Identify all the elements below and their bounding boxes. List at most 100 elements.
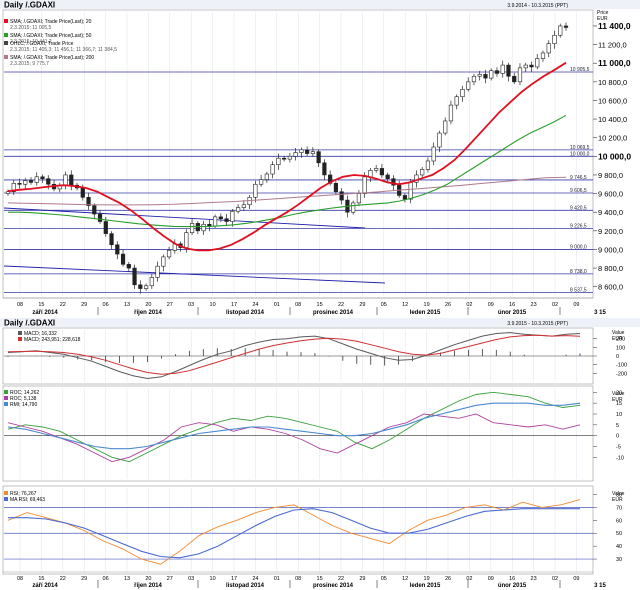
x-month-label: říjen 2014 xyxy=(134,310,162,316)
legend-ohlc-value: 2.3.2015; 11 405,3; 11 456,1; 11 366,7; … xyxy=(10,47,117,53)
level-label: 10 000,0 xyxy=(570,151,590,157)
x-tick-label: 19 xyxy=(424,302,430,308)
legend-ohlc-swatch xyxy=(4,41,8,45)
x-tick-label: 15 xyxy=(38,576,44,582)
x-tick-label: 22 xyxy=(338,302,344,308)
candle-body xyxy=(489,70,494,79)
x-month-label: září 2014 xyxy=(32,310,58,316)
macd-line xyxy=(7,332,581,380)
price-y-tick-label: 9 000,0 xyxy=(598,245,623,254)
candle-body xyxy=(322,162,327,176)
x-tick-label: 22 xyxy=(338,576,344,582)
trendline-lower xyxy=(3,265,386,284)
candle-body xyxy=(28,180,34,183)
x-tick-label: 27 xyxy=(167,302,173,308)
candle-body xyxy=(299,149,304,153)
level-label: 10 069,5 xyxy=(570,145,590,151)
price-y-tick-label: 9 800,0 xyxy=(598,171,623,180)
legend-sma20-name: SMA; /.GDAXI; Trade Price(Last); 20 xyxy=(10,19,92,25)
legend-sma200-value: 2.3.2015; 9 775,7 xyxy=(10,61,49,67)
roc-line-b xyxy=(7,413,581,463)
x-tick-label: 23 xyxy=(531,302,537,308)
candle-body xyxy=(80,187,85,198)
currency-label: EUR xyxy=(597,16,608,22)
candle-body xyxy=(120,253,126,265)
indicator-y-tick-label: 50 xyxy=(616,531,622,537)
candle-body xyxy=(506,64,511,77)
price-y-tick-label: 11 000,0 xyxy=(598,58,631,68)
rmi-legend-swatch xyxy=(4,402,8,406)
roc-line-a xyxy=(7,391,581,463)
candle-body xyxy=(230,210,235,222)
x-tick-label: 10 xyxy=(210,302,216,308)
candle-body xyxy=(149,277,154,287)
legend-sma200-swatch xyxy=(4,55,8,59)
price-y-tick-label: 10 600,0 xyxy=(598,96,627,105)
candle-body xyxy=(310,151,315,154)
x-tick-label: 29 xyxy=(359,302,365,308)
x-month-label: listopad 2014 xyxy=(226,310,265,316)
candle-body xyxy=(63,174,68,186)
candle-body xyxy=(351,202,356,213)
candle-body xyxy=(97,213,103,222)
legend-sma20-swatch xyxy=(4,19,8,23)
candle-body xyxy=(517,67,523,83)
x-tick-label: 08 xyxy=(17,302,23,308)
candle-body xyxy=(276,157,281,166)
sma20-line xyxy=(7,61,567,252)
candle-body xyxy=(5,191,11,194)
panel1-title: Daily /.GDAXI xyxy=(4,1,55,10)
macd-legend-swatch xyxy=(18,331,22,335)
x-month-label: prosinec 2014 xyxy=(313,583,354,589)
candle-body xyxy=(512,75,517,83)
x-tick-label: 15 xyxy=(317,302,323,308)
x-tick-label: 17 xyxy=(231,302,237,308)
candle-body xyxy=(17,183,22,185)
roc-legend-b-swatch xyxy=(4,396,8,400)
x-tick-label: 02 xyxy=(466,302,472,308)
candle-body xyxy=(23,180,28,185)
level-label: 9 606,5 xyxy=(570,188,587,194)
indicator-y-tick-label: -100 xyxy=(616,363,627,369)
level-label: 8 738,0 xyxy=(570,269,587,275)
x-tick-label: 17 xyxy=(231,576,237,582)
candle-body xyxy=(460,88,465,98)
indicator-y-tick-label: 0 xyxy=(616,434,619,440)
level-label: 8 537,5 xyxy=(570,288,587,294)
rsi-value-currency: EUR xyxy=(612,497,623,503)
macd-signal-line xyxy=(7,334,581,375)
x-tick-label: 01 xyxy=(274,302,280,308)
level-label: 9 420,5 xyxy=(570,205,587,211)
candle-body xyxy=(563,25,569,28)
candle-body xyxy=(126,264,131,269)
x-tick-label: 02 xyxy=(552,576,558,582)
x-tick-label: 12 xyxy=(402,302,408,308)
candle-body xyxy=(109,233,114,246)
x-tick-label: 02 xyxy=(466,576,472,582)
x-tick-label: 16 xyxy=(509,576,515,582)
candle-body xyxy=(224,218,229,222)
x-month-label: leden 2015 xyxy=(410,310,441,316)
legend-sma50-value: 2.3.2015; 10 441,2 xyxy=(10,39,52,45)
roc-value-label: Value xyxy=(612,391,625,397)
candle-body xyxy=(362,176,367,194)
x-tick-label: 09 xyxy=(488,302,494,308)
price-y-tick-label: 10 800,0 xyxy=(598,78,627,87)
indicator-y-tick-label: 100 xyxy=(616,345,625,351)
candle-body xyxy=(40,176,45,179)
roc-value-currency: EUR xyxy=(612,397,623,403)
x-tick-label: 26 xyxy=(445,302,451,308)
rsi-line xyxy=(7,499,581,565)
legend-ohlc-name: OHLC; /.GDAXI; Trade Price xyxy=(10,41,74,47)
legend-sma50-name: SMA; /.GDAXI; Trade Price(Last); 50 xyxy=(10,33,92,39)
x-tick-label: 02 xyxy=(552,302,558,308)
x-tick-label: 13 xyxy=(124,302,130,308)
candle-body xyxy=(425,160,431,170)
x-tick-label: 08 xyxy=(17,576,23,582)
x-tick-label: 19 xyxy=(424,576,430,582)
x-tick-label: 15 xyxy=(38,302,44,308)
x-tick-label: 12 xyxy=(402,576,408,582)
candle-body xyxy=(552,34,557,44)
x-tick-label: 29 xyxy=(81,576,87,582)
